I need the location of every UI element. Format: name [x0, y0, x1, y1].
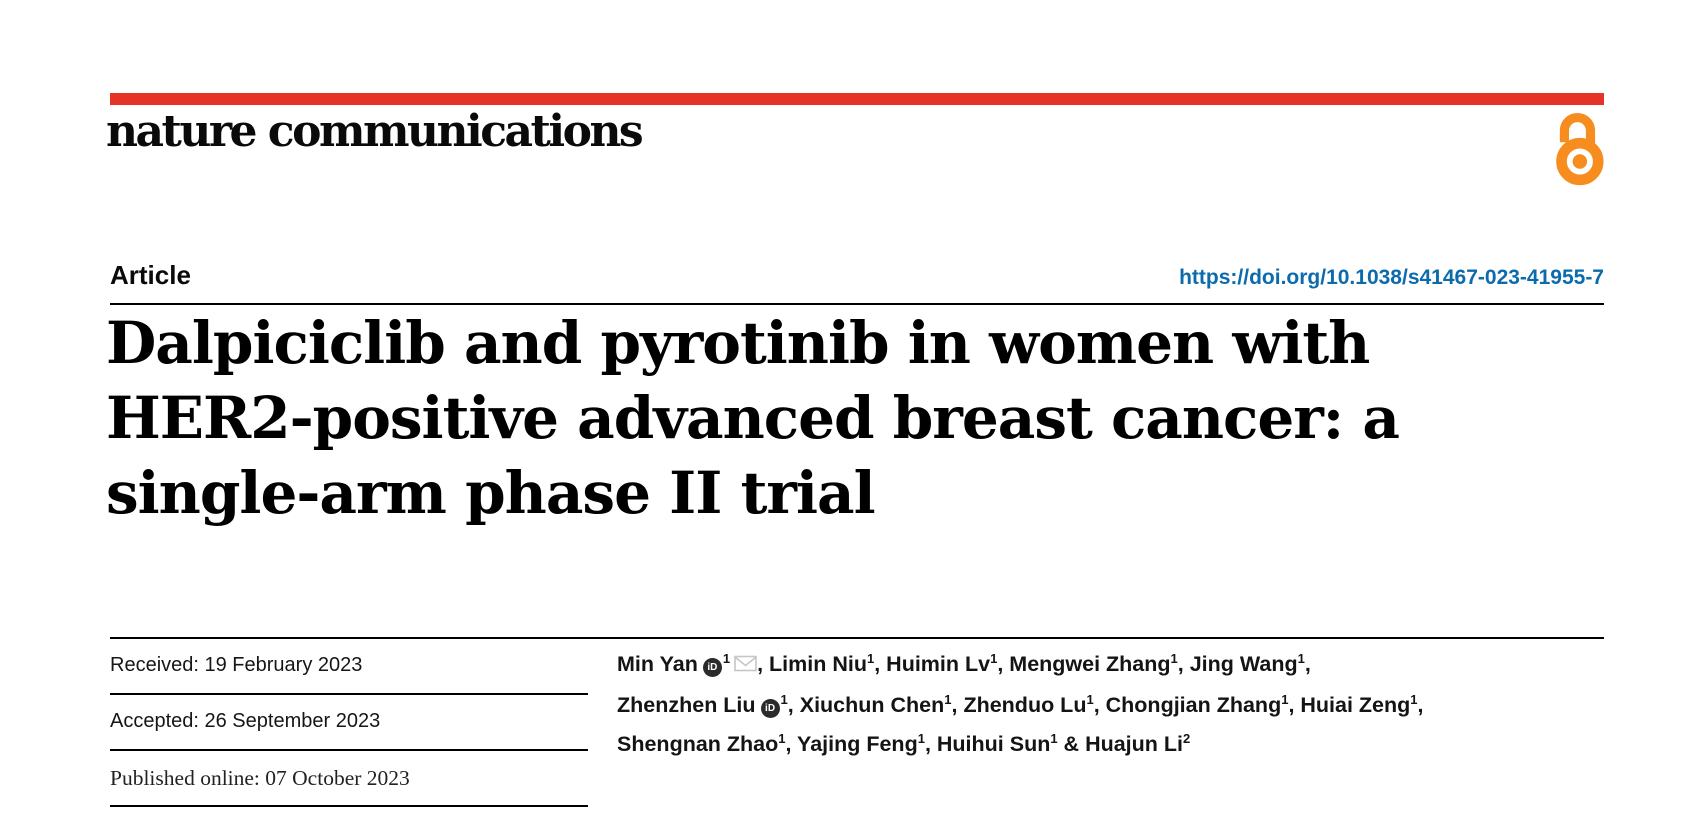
author-name: Jing Wang — [1189, 652, 1298, 676]
author-name: Yajing Feng — [797, 732, 918, 756]
page-title-line-3: single-arm phase II trial — [106, 459, 876, 527]
author-name: Huajun Li — [1085, 732, 1183, 756]
author-affiliation-superscript: 1 — [944, 691, 952, 707]
accepted-date-row: Accepted: 26 September 2023 — [110, 695, 588, 751]
author-name: Huimin Lv — [886, 652, 991, 676]
author-affiliation-superscript: 1 — [1050, 731, 1058, 746]
doi-link[interactable]: https://doi.org/10.1038/s41467-023-41955… — [1179, 266, 1604, 289]
author-name: Mengwei Zhang — [1009, 652, 1171, 676]
open-access-padlock-icon — [1548, 110, 1604, 191]
author-affiliation-superscript: 1 — [1410, 691, 1418, 707]
author-name: Chongjian Zhang — [1105, 692, 1282, 717]
author-affiliation-superscript: 1 — [722, 651, 731, 666]
email-envelope-icon[interactable] — [734, 653, 757, 677]
published-date: Published online: 07 October 2023 — [110, 766, 410, 790]
journal-logo: nature communications — [106, 106, 644, 157]
divider-above-metadata — [110, 637, 1604, 639]
author-affiliation-superscript: 2 — [1183, 731, 1191, 746]
author-affiliation-superscript: 1 — [780, 691, 788, 707]
article-header-row: Article https://doi.org/10.1038/s41467-0… — [110, 260, 1604, 291]
author-affiliation-superscript: 1 — [1297, 651, 1305, 666]
author-affiliation-superscript: 1 — [990, 651, 998, 666]
page-title-line-2: HER2-positive advanced breast cancer: a — [106, 384, 1400, 452]
published-date-row: Published online: 07 October 2023 — [110, 751, 588, 807]
author-name: Min Yan — [617, 652, 698, 676]
orcid-icon[interactable]: iD — [702, 658, 722, 677]
author-name: Xiuchun Chen — [799, 692, 945, 717]
author-name: Zhenzhen Liu — [617, 692, 756, 717]
article-dates-column: Received: 19 February 2023 Accepted: 26 … — [110, 639, 588, 807]
author-name: Huihui Sun — [936, 732, 1051, 756]
author-affiliation-superscript: 1 — [866, 651, 875, 666]
author-name: Limin Niu — [769, 652, 867, 676]
author-affiliation-superscript: 1 — [1281, 691, 1289, 707]
author-affiliation-superscript: 1 — [917, 731, 925, 746]
author-name: Zhenduo Lu — [963, 692, 1087, 717]
orcid-icon[interactable]: iD — [760, 698, 780, 718]
article-type-label: Article — [110, 260, 191, 290]
author-name: Shengnan Zhao — [617, 732, 779, 756]
author-list: Min Yan iD1, Limin Niu1, Huimin Lv1, Meng… — [617, 651, 1424, 756]
accepted-date: Accepted: 26 September 2023 — [110, 710, 381, 732]
author-name: Huiai Zeng — [1300, 692, 1411, 717]
author-affiliation-superscript: 1 — [778, 731, 786, 746]
brand-color-bar — [110, 93, 1604, 105]
divider-under-article-type — [110, 303, 1604, 305]
author-affiliation-superscript: 1 — [1086, 691, 1094, 707]
received-date-row: Received: 19 February 2023 — [110, 639, 588, 695]
page-title: Dalpiciclib and pyrotinib in women with … — [106, 306, 1400, 531]
received-date: Received: 19 February 2023 — [110, 654, 363, 676]
page-title-line-1: Dalpiciclib and pyrotinib in women with — [106, 309, 1370, 377]
author-affiliation-superscript: 1 — [1170, 651, 1178, 666]
